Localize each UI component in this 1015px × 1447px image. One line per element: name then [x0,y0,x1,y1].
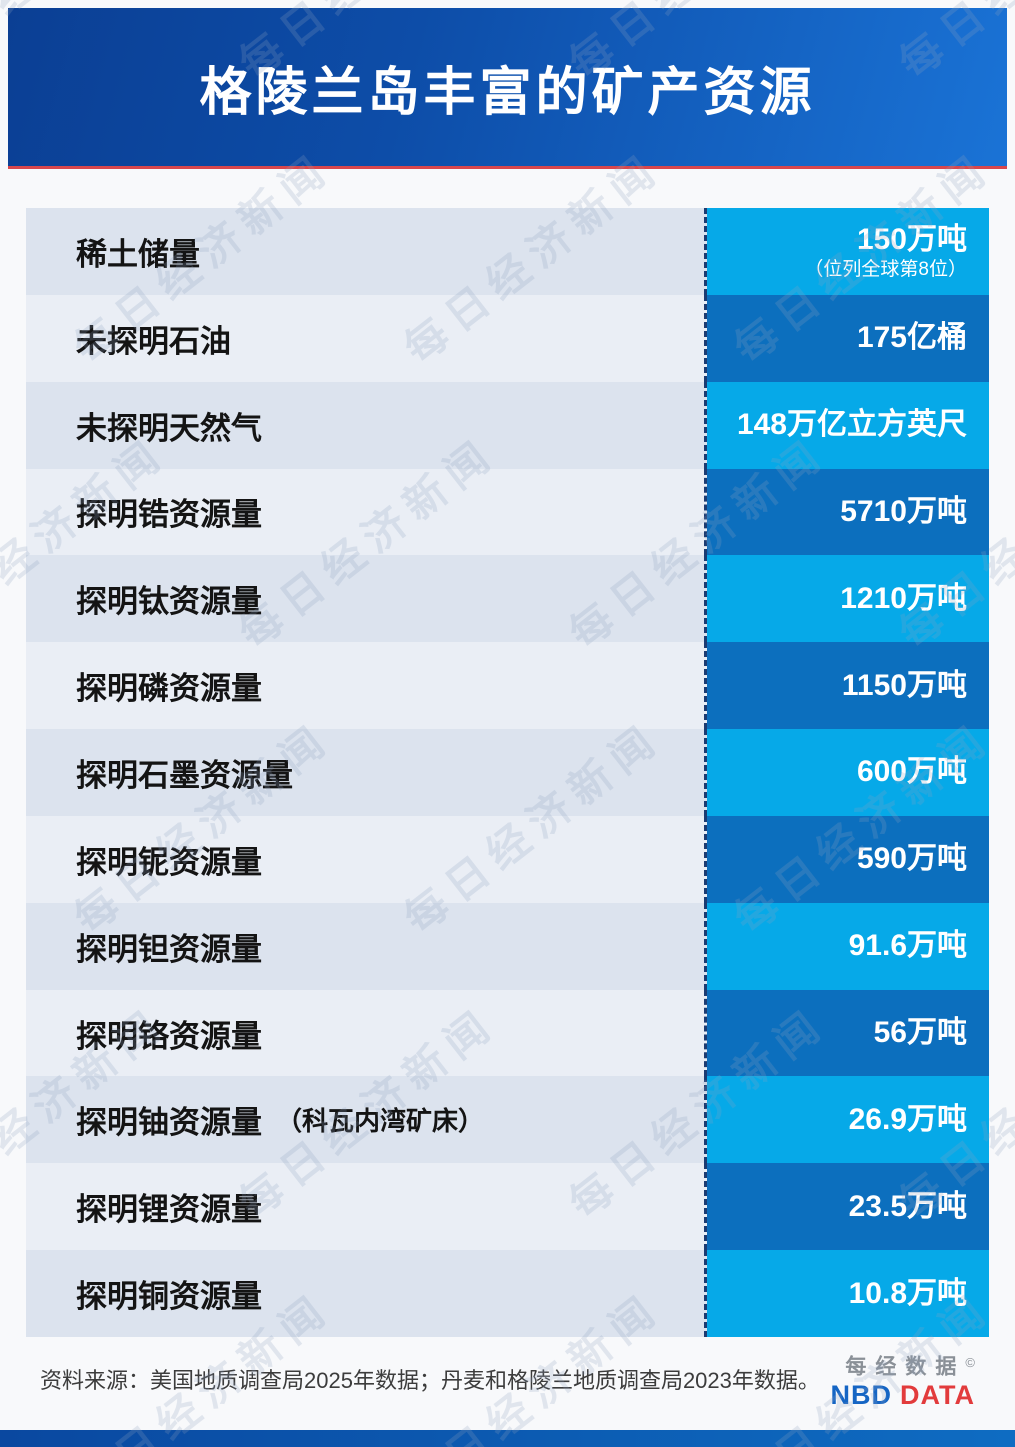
row-label: 未探明天然气 [76,410,262,446]
table-row: 探明钽资源量 91.6万吨 [26,902,989,990]
row-value-note: （位列全球第8位） [804,258,967,280]
row-value: 23.5万吨 [848,1189,967,1223]
header-banner: 格陵兰岛丰富的矿产资源 [8,8,1007,169]
row-label-cell: 探明钽资源量 [26,902,707,990]
row-label-cell: 未探明天然气 [26,381,707,469]
row-value-cell: 175亿桶 [707,294,989,382]
row-value: 148万亿立方英尺 [736,408,967,442]
table-row: 探明铌资源量 590万吨 [26,815,989,903]
row-value-cell: 1210万吨 [707,555,989,643]
data-table: 稀土储量 150万吨 （位列全球第8位） 未探明石油 175亿桶未探明天然气 148万亿立… [26,208,989,1337]
row-value-cell: 150万吨 （位列全球第8位） [707,208,989,295]
row-value-cell: 23.5万吨 [707,1163,989,1251]
table-row: 探明铜资源量 10.8万吨 [26,1250,989,1337]
row-value: 150万吨 [856,222,967,256]
table-row: 探明锆资源量 5710万吨 [26,468,989,556]
row-value-cell: 91.6万吨 [707,902,989,990]
table-row: 探明钛资源量 1210万吨 [26,555,989,643]
table-row: 探明锂资源量 23.5万吨 [26,1163,989,1251]
row-label: 探明锂资源量 [76,1192,262,1228]
copyright-mark: © [965,1355,975,1370]
row-value-cell: 10.8万吨 [707,1250,989,1337]
row-value: 26.9万吨 [848,1102,967,1136]
row-label: 探明石墨资源量 [76,757,293,793]
row-label-cell: 探明磷资源量 [26,642,707,730]
row-value-cell: 148万亿立方英尺 [707,381,989,469]
row-value: 56万吨 [873,1016,967,1050]
row-label-cell: 探明锆资源量 [26,468,707,556]
table-row: 探明铀资源量 （科瓦内湾矿床） 26.9万吨 [26,1076,989,1164]
table-row: 探明磷资源量 1150万吨 [26,642,989,730]
row-label: 探明磷资源量 [76,671,262,707]
logo-chinese-line: 每经数据© [831,1350,975,1382]
row-label-cell: 稀土储量 [26,208,707,295]
row-value: 10.8万吨 [848,1276,967,1310]
row-value: 600万吨 [856,755,967,789]
row-label-cell: 探明锂资源量 [26,1163,707,1251]
row-label-cell: 探明铬资源量 [26,989,707,1077]
source-note: 资料来源：美国地质调查局2025年数据；丹麦和格陵兰地质调查局2023年数据。 [40,1368,820,1393]
row-value: 5710万吨 [840,494,967,528]
row-label: 探明铀资源量 [76,1105,262,1141]
table-row: 稀土储量 150万吨 （位列全球第8位） [26,208,989,295]
row-label: 探明钛资源量 [76,584,262,620]
row-label: 探明铌资源量 [76,844,262,880]
row-value-cell: 1150万吨 [707,642,989,730]
row-label: 未探明石油 [76,323,231,359]
row-label-cell: 探明石墨资源量 [26,729,707,816]
table-row: 探明铬资源量 56万吨 [26,989,989,1077]
row-label: 探明钽资源量 [76,931,262,967]
row-label: 探明铜资源量 [76,1279,262,1315]
row-value-cell: 26.9万吨 [707,1076,989,1164]
table-row: 未探明石油 175亿桶 [26,294,989,382]
table-row: 未探明天然气 148万亿立方英尺 [26,381,989,469]
row-label: 探明锆资源量 [76,497,262,533]
row-label-cell: 探明铜资源量 [26,1250,707,1337]
row-value: 175亿桶 [856,321,967,355]
row-value: 1150万吨 [841,668,967,702]
row-value-cell: 590万吨 [707,815,989,903]
row-label-cell: 探明钛资源量 [26,555,707,643]
row-label: 探明铬资源量 [76,1018,262,1054]
row-label-cell: 探明铀资源量 （科瓦内湾矿床） [26,1076,707,1164]
page-title: 格陵兰岛丰富的矿产资源 [199,63,816,122]
logo-data-text: DATA [900,1380,975,1411]
logo-latin-line: NBD DATA [830,1380,975,1411]
row-value: 590万吨 [856,842,967,876]
nbd-logo: 每经数据© NBD DATA [830,1350,975,1411]
row-label: 稀土储量 [76,236,200,272]
table-row: 探明石墨资源量 600万吨 [26,729,989,816]
row-value: 91.6万吨 [848,929,967,963]
logo-nbd-text: NBD [830,1380,893,1411]
row-label-cell: 探明铌资源量 [26,815,707,903]
row-value-cell: 600万吨 [707,729,989,816]
row-value: 1210万吨 [840,581,967,615]
bottom-bar [0,1430,1015,1447]
row-label-note: （科瓦内湾矿床） [276,1106,485,1137]
row-value-cell: 56万吨 [707,989,989,1077]
row-label-cell: 未探明石油 [26,294,707,382]
row-value-cell: 5710万吨 [707,468,989,556]
logo-chinese-text: 每经数据 [845,1355,966,1379]
